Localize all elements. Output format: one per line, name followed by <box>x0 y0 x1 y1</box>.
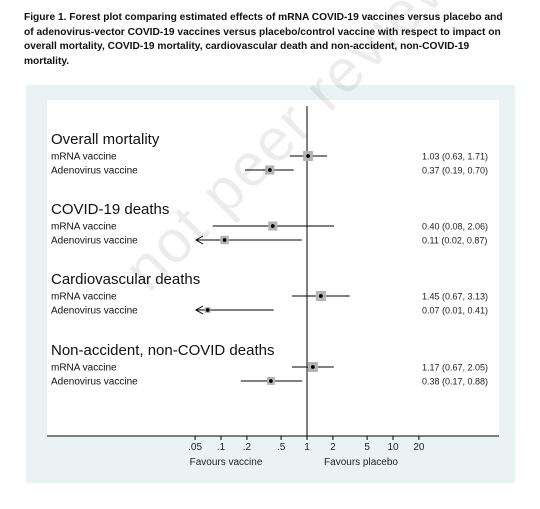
x-tick-label: .05 <box>188 442 202 453</box>
favours-placebo-label: Favours placebo <box>324 457 398 468</box>
group-title: Cardiovascular deaths <box>51 271 200 288</box>
estimate-point <box>270 224 275 228</box>
caption-line: overall mortality, COVID-19 mortality, c… <box>24 41 470 52</box>
x-tick-label: 10 <box>387 442 399 453</box>
favours-vaccine-label: Favours vaccine <box>190 457 263 468</box>
ci-text: 0.07 (0.01, 0.41) <box>422 306 488 316</box>
x-tick-label: 20 <box>413 442 425 453</box>
estimate-point <box>306 154 311 158</box>
estimate-point <box>222 238 227 242</box>
group-title: Non-accident, non-COVID deaths <box>51 342 274 359</box>
x-tick-label: .1 <box>217 442 226 453</box>
estimate-point <box>310 365 315 369</box>
caption-line: of adenovirus-vector COVID-19 vaccines v… <box>24 26 501 38</box>
x-tick-label: 5 <box>364 442 370 453</box>
row-label: mRNA vaccine <box>51 363 117 374</box>
row-label: mRNA vaccine <box>51 222 117 233</box>
x-tick-label: .2 <box>243 442 252 453</box>
row-label: Adenovirus vaccine <box>51 377 138 388</box>
ci-text: 0.40 (0.08, 2.06) <box>422 222 488 232</box>
ci-text: 1.03 (0.63, 1.71) <box>422 152 488 162</box>
row-label: mRNA vaccine <box>51 152 117 163</box>
x-tick-label: 1 <box>304 442 310 453</box>
x-tick-label: .5 <box>277 442 286 453</box>
group-title: COVID-19 deaths <box>51 201 169 218</box>
row-label: mRNA vaccine <box>51 292 117 303</box>
ci-truncation-arrow <box>194 235 204 245</box>
ci-text: 0.11 (0.02, 0.87) <box>422 236 487 246</box>
caption-line: Figure 1. Forest plot comparing estimate… <box>24 12 503 23</box>
caption-line: mortality. <box>24 55 70 67</box>
estimate-point <box>318 294 323 298</box>
estimate-point <box>205 308 210 312</box>
row-label: Adenovirus vaccine <box>51 236 138 247</box>
ci-text: 0.38 (0.17, 0.88) <box>422 377 488 387</box>
figure-caption: Figure 1. Forest plot comparing estimate… <box>24 11 524 69</box>
estimate-point <box>268 379 273 383</box>
ci-text: 0.37 (0.19, 0.70) <box>422 166 488 176</box>
ci-text: 1.17 (0.67, 2.05) <box>422 363 488 373</box>
group-title: Overall mortality <box>51 131 160 148</box>
row-label: Adenovirus vaccine <box>51 306 138 317</box>
estimate-point <box>267 168 272 172</box>
x-tick-label: 2 <box>330 442 336 453</box>
ci-text: 1.45 (0.67, 3.13) <box>422 292 488 302</box>
ci-truncation-arrow <box>194 305 204 315</box>
row-label: Adenovirus vaccine <box>51 166 138 177</box>
